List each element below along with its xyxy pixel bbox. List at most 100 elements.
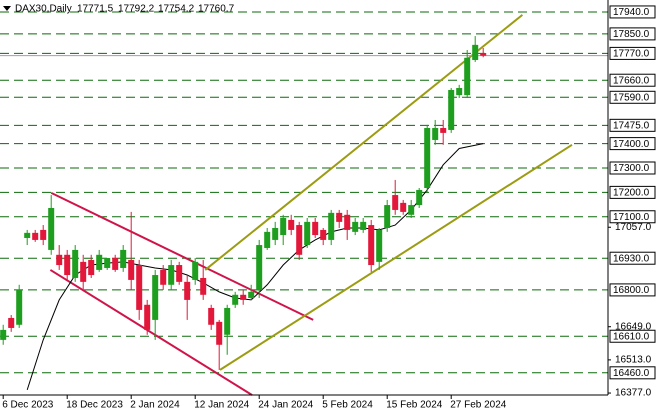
candle-body <box>208 307 215 325</box>
candle-body <box>360 221 367 230</box>
x-tick-label: 5 Feb 2024 <box>322 400 373 411</box>
level-label-box <box>609 137 656 151</box>
candle-body <box>160 269 167 285</box>
plot-area <box>0 11 608 396</box>
candle-body <box>184 281 191 300</box>
candle-body <box>120 249 127 268</box>
candle-body <box>40 229 47 240</box>
candle-body <box>448 89 455 130</box>
candle-body <box>256 245 263 290</box>
candle-body <box>152 275 159 320</box>
level-label: 17475.0 <box>613 120 650 131</box>
candle-body <box>232 294 239 305</box>
trendline <box>204 14 524 271</box>
level-label-box <box>609 210 656 224</box>
candle-body <box>432 128 439 140</box>
candle-body <box>408 205 415 215</box>
menu-triangle <box>3 6 11 11</box>
header-low: 17754.2 <box>158 4 195 15</box>
level-label: 17300.0 <box>613 163 650 174</box>
candle-body <box>56 254 63 266</box>
level-label-box <box>609 251 656 265</box>
candle-body <box>296 225 303 255</box>
moving-average <box>26 143 484 391</box>
candle-body <box>264 231 271 248</box>
chart-title: DAX30,Daily <box>15 4 72 15</box>
level-label-box <box>609 161 656 175</box>
candle-body <box>320 229 327 240</box>
level-label-box <box>609 329 656 343</box>
candle-body <box>128 259 135 280</box>
candle-body <box>136 265 143 310</box>
candle-body <box>64 254 71 276</box>
level-label-box <box>609 118 656 132</box>
candle-body <box>112 257 119 270</box>
trendline <box>49 269 253 396</box>
candle-body <box>304 221 311 246</box>
candle-body <box>384 205 391 228</box>
candle-body <box>200 277 207 295</box>
candle-body <box>72 249 79 278</box>
header-open: 17771.5 <box>77 4 114 15</box>
candle-body <box>416 189 423 206</box>
candle-body <box>400 202 407 212</box>
level-label-box <box>609 73 656 87</box>
candle-body <box>272 227 279 240</box>
candle-body <box>144 304 151 330</box>
candle-body <box>104 257 111 268</box>
candle-body <box>328 212 335 240</box>
level-label-box <box>609 27 656 41</box>
candle-body <box>248 291 255 298</box>
candle-body <box>48 207 55 250</box>
trendline <box>50 191 314 321</box>
candle-body <box>224 307 231 335</box>
candle-body <box>216 321 223 345</box>
candle-body <box>336 212 343 222</box>
x-tick-label: 27 Feb 2024 <box>450 400 507 411</box>
level-label: 16610.0 <box>613 331 650 342</box>
candle-body <box>32 232 39 240</box>
candle-body <box>80 261 87 282</box>
candle-body <box>168 265 175 285</box>
y-tick-label: 16377.0 <box>615 388 652 399</box>
x-tick-label: 24 Jan 2024 <box>258 400 313 411</box>
level-label: 17770.0 <box>613 49 650 60</box>
x-tick-label: 6 Dec 2023 <box>2 400 54 411</box>
level-label-box <box>609 5 656 19</box>
level-label-box <box>609 283 656 297</box>
candle-body <box>472 44 479 60</box>
candle-body <box>424 128 431 188</box>
candle-body <box>464 57 471 96</box>
level-label: 17660.0 <box>613 75 650 86</box>
level-label-box <box>609 90 656 104</box>
level-label: 17100.0 <box>613 212 650 223</box>
candle-body <box>440 128 447 133</box>
level-label: 16930.0 <box>613 253 650 264</box>
header-close: 17760.7 <box>198 4 235 15</box>
candle-body <box>8 317 15 328</box>
candle-body <box>344 214 351 230</box>
candle-body <box>24 232 31 238</box>
candle-body <box>288 219 295 230</box>
x-tick-label: 12 Jan 2024 <box>194 400 249 411</box>
trendline <box>219 143 573 371</box>
header-high: 17792.2 <box>118 4 155 15</box>
candle-body <box>280 217 287 236</box>
x-tick-label: 2 Jan 2024 <box>130 400 180 411</box>
x-tick-label: 18 Dec 2023 <box>66 400 123 411</box>
candle-body <box>16 289 23 325</box>
y-tick-label: 16513.0 <box>615 355 652 366</box>
level-label: 17940.0 <box>613 7 650 18</box>
candle-body <box>368 225 375 266</box>
candle-body <box>392 195 399 210</box>
candle-body <box>96 254 103 270</box>
candle-body <box>88 259 95 276</box>
candle-body <box>456 88 463 96</box>
candle-body <box>480 53 487 56</box>
level-label-box <box>609 366 656 380</box>
level-label: 16460.0 <box>613 368 650 379</box>
level-label-box <box>609 185 656 199</box>
candle-body <box>352 221 359 232</box>
x-tick-label: 15 Feb 2024 <box>386 400 443 411</box>
candle-body <box>376 229 383 262</box>
